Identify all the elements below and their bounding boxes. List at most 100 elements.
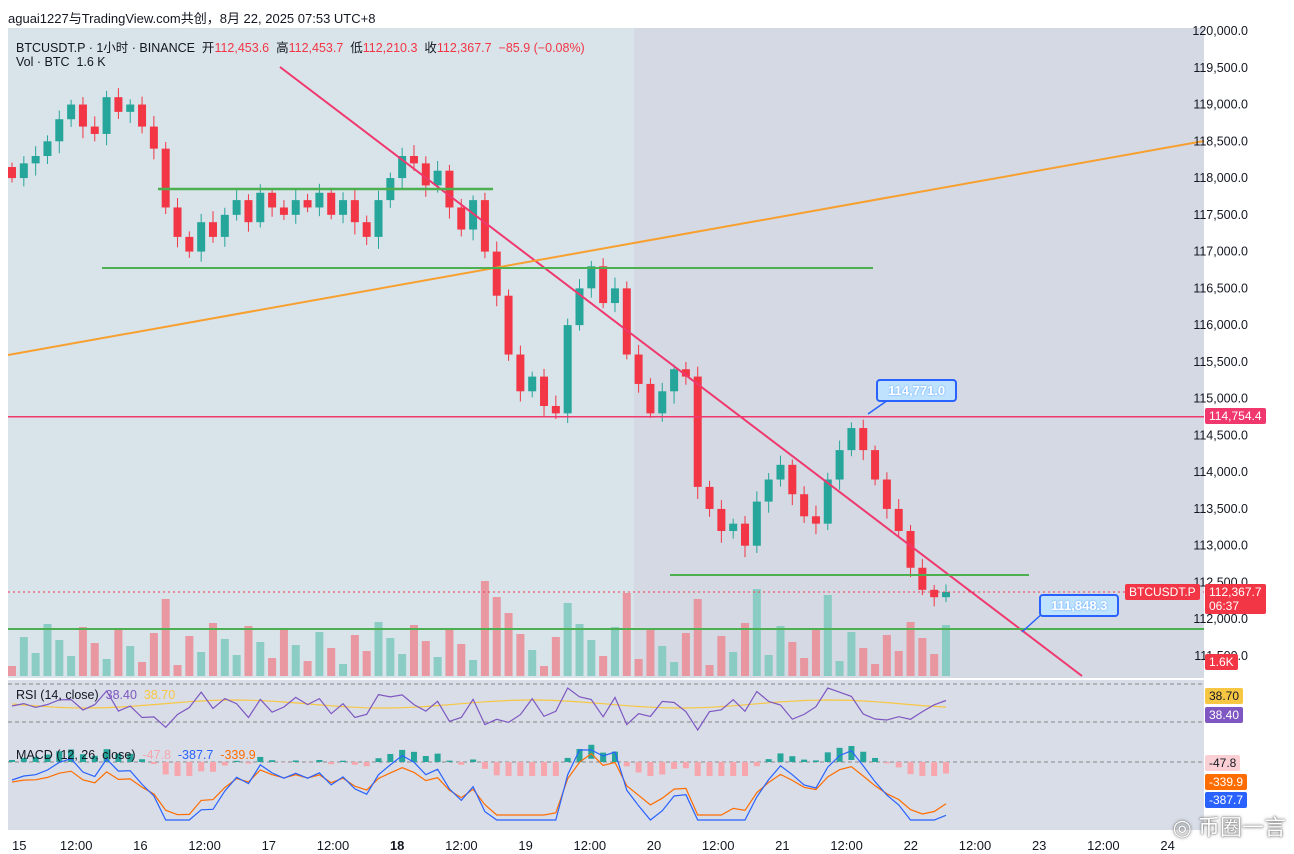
candle-body bbox=[693, 376, 702, 487]
candle-body bbox=[811, 516, 820, 524]
macd-histogram-bar bbox=[103, 749, 110, 762]
macd-histogram-bar bbox=[623, 762, 630, 767]
candle-body bbox=[705, 486, 714, 509]
callout-upper[interactable]: 114,771.0 bbox=[876, 379, 958, 402]
macd-histogram-bar bbox=[127, 753, 134, 762]
candle-body bbox=[575, 288, 584, 326]
macd-histogram-bar bbox=[872, 757, 879, 762]
candle-body bbox=[752, 501, 761, 546]
volume-bar bbox=[433, 657, 442, 676]
candle-body bbox=[126, 104, 135, 112]
macd-histogram-bar bbox=[139, 759, 146, 762]
volume-bar bbox=[610, 627, 619, 676]
volume-bar bbox=[208, 623, 217, 676]
macd-histogram-bar bbox=[68, 749, 75, 762]
volume-bar bbox=[800, 658, 809, 676]
macd-histogram-bar bbox=[387, 753, 394, 762]
macd-histogram-bar bbox=[730, 762, 737, 776]
macd-histogram-bar bbox=[836, 747, 843, 762]
rsi-legend: RSI (14, close) 38.40 38.70 bbox=[16, 688, 176, 702]
volume-bar bbox=[268, 658, 277, 676]
macd-histogram-bar bbox=[742, 762, 749, 776]
volume-bar bbox=[469, 660, 478, 676]
volume-bar bbox=[138, 662, 147, 676]
x-tick-label: 12:00 bbox=[60, 838, 93, 853]
macd-histogram-bar bbox=[470, 759, 477, 762]
x-tick-label: 12:00 bbox=[574, 838, 607, 853]
candle-body bbox=[67, 104, 76, 120]
rsi-line bbox=[11, 687, 947, 732]
volume-bar bbox=[43, 624, 52, 676]
macd-histogram-bar bbox=[174, 762, 181, 776]
candle-body bbox=[882, 479, 891, 509]
macd-histogram-bar bbox=[919, 762, 926, 776]
watermark: ◎ 币圈一言 bbox=[1172, 815, 1286, 840]
x-tick-label: 12:00 bbox=[702, 838, 735, 853]
candle-body bbox=[894, 508, 903, 531]
candle-body bbox=[540, 376, 549, 406]
volume-bar bbox=[871, 664, 880, 676]
macd-histogram-bar bbox=[198, 762, 205, 772]
y-tick-label: 115,500.0 bbox=[1193, 355, 1248, 369]
volume-bar bbox=[729, 652, 738, 676]
candle-body bbox=[942, 592, 950, 598]
candle-body bbox=[31, 156, 40, 164]
candle-body bbox=[138, 104, 147, 127]
volume-bar bbox=[291, 645, 300, 676]
symbol-price-tag: BTCUSDT.P bbox=[1125, 584, 1200, 600]
candle-body bbox=[90, 126, 99, 134]
candle-body bbox=[55, 119, 64, 142]
rsi-ma-tag: 38.70 bbox=[1205, 688, 1244, 704]
volume-bar bbox=[161, 599, 170, 676]
volume-bar bbox=[823, 595, 832, 676]
volume-bar bbox=[634, 659, 643, 676]
volume-bar bbox=[409, 625, 418, 676]
volume-value: 1.6 K bbox=[76, 55, 106, 69]
macd-histogram-bar bbox=[647, 762, 654, 776]
candle-body bbox=[835, 450, 844, 480]
volume-bar bbox=[847, 632, 856, 676]
macd-histogram-bar bbox=[209, 762, 216, 772]
volume-bar bbox=[102, 659, 111, 676]
volume-bar bbox=[339, 664, 348, 676]
candle-body bbox=[504, 295, 513, 355]
volume-bar bbox=[894, 651, 903, 676]
volume-bar bbox=[646, 630, 655, 676]
candle-body bbox=[43, 141, 52, 156]
macd-histogram-bar bbox=[422, 756, 429, 762]
candle-body bbox=[610, 288, 619, 304]
uptrend-line bbox=[7, 140, 1205, 356]
macd-histogram-bar bbox=[611, 751, 618, 762]
level-price-tag: 114,754.4 bbox=[1205, 408, 1266, 424]
volume-bar bbox=[374, 622, 383, 676]
y-tick-label: 114,000.0 bbox=[1193, 465, 1248, 479]
candle-body bbox=[847, 428, 856, 451]
callout-lower[interactable]: 111,848.3 bbox=[1039, 594, 1120, 617]
volume-bar bbox=[232, 655, 241, 676]
macd-histogram-bar bbox=[753, 762, 760, 767]
macd-histogram-bar bbox=[943, 762, 949, 774]
candle-body bbox=[78, 104, 87, 127]
volume-bar bbox=[835, 661, 844, 676]
candle-body bbox=[563, 325, 572, 414]
volume-bar bbox=[563, 603, 572, 676]
candle-body bbox=[362, 222, 371, 237]
y-tick-label: 119,500.0 bbox=[1193, 61, 1248, 75]
volume-bar bbox=[930, 654, 939, 676]
volume-bar bbox=[315, 632, 324, 676]
x-tick-label: 18 bbox=[390, 838, 404, 853]
volume-bar bbox=[516, 634, 525, 676]
candle-body bbox=[149, 126, 158, 149]
volume-bar bbox=[19, 637, 28, 676]
volume-bar bbox=[811, 629, 820, 676]
candle-body bbox=[776, 464, 785, 480]
x-tick-label: 24 bbox=[1160, 838, 1174, 853]
candle-body bbox=[433, 170, 442, 186]
candle-body bbox=[256, 192, 265, 223]
x-tick-label: 16 bbox=[133, 838, 147, 853]
volume-bar bbox=[256, 642, 265, 676]
last-price-tag: 112,367.7 06:37 bbox=[1205, 584, 1266, 614]
macd-histogram-bar bbox=[505, 762, 512, 776]
macd-line-tag: -387.7 bbox=[1205, 792, 1248, 808]
